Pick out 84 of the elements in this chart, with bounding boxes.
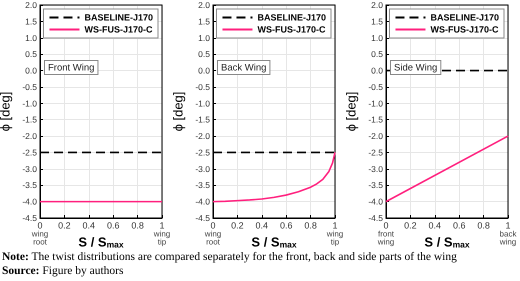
y-tick-label: -3.5: [22, 180, 38, 190]
y-axis-title: ϕ [deg]: [0, 92, 12, 132]
y-tick-label: -4.0: [368, 196, 384, 207]
y-tick-label: 2.0: [371, 0, 384, 10]
y-tick-label: -2.0: [22, 131, 38, 142]
y-tick-label: -4.0: [22, 196, 38, 207]
text: Side Wing: [394, 62, 438, 74]
x-tick-label: 0.6: [452, 220, 466, 230]
y-tick-label: -3.0: [368, 164, 384, 174]
y-tick-label: -1.0: [368, 98, 384, 108]
y-tick-label: 1.5: [371, 16, 384, 26]
y-tick-label: -4.5: [22, 213, 38, 223]
x-tick-label: 0: [210, 220, 216, 230]
y-tick-label: -2.5: [22, 147, 38, 158]
x-axis-title: S / Smax: [78, 234, 124, 250]
y-tick-label: 1.5: [198, 16, 210, 26]
legend-label: BASELINE-J170: [84, 12, 154, 22]
y-tick-label: -2.5: [195, 147, 210, 158]
y-tick-label: -2.0: [195, 131, 210, 142]
x-tick-label: 0: [383, 220, 389, 230]
source-note: Source: Figure by authors: [2, 264, 124, 278]
y-tick-label: -4.5: [195, 213, 210, 223]
y-tick-label: -1.5: [368, 114, 384, 125]
y-tick-label: -2.5: [368, 147, 384, 158]
y-tick-label: 2.0: [198, 0, 210, 10]
legend-label: WS-FUS-J170-C: [84, 24, 153, 34]
y-tick-label: -1.0: [195, 98, 210, 108]
text: wing root: [30, 230, 48, 246]
y-axis-title: ϕ [deg]: [343, 92, 358, 132]
x-tick-label: 0.6: [106, 220, 120, 230]
y-tick-label: -1.5: [195, 114, 210, 125]
y-axis-title: ϕ [deg]: [170, 92, 186, 132]
x-tick-label: 0.4: [256, 220, 268, 230]
y-tick-label: -2.0: [368, 131, 384, 142]
y-tick-label: 0.0: [198, 66, 210, 76]
y-tick-label: 0.5: [198, 49, 210, 60]
text: wing tip: [152, 230, 170, 246]
y-tick-label: -0.5: [368, 82, 384, 92]
y-tick-label: -1.5: [22, 114, 38, 125]
x-tick-label: 0.8: [304, 220, 317, 230]
x-tick-label: 1: [505, 220, 511, 230]
x-tick-label: 0: [37, 220, 43, 230]
legend-label: WS-FUS-J170-C: [430, 24, 499, 34]
text: Note: The twist distributions are compared separately for the front, back and side parts of the wing: [2, 250, 457, 264]
y-tick-label: 0.0: [371, 66, 384, 76]
y-tick-label: -3.0: [22, 164, 38, 174]
y-tick-label: -1.0: [22, 98, 38, 108]
x-tick-label: 0.8: [131, 220, 144, 230]
legend-label: WS-FUS-J170-C: [257, 24, 326, 34]
y-tick-label: -0.5: [22, 82, 38, 92]
x-tick-label: 0.4: [82, 220, 96, 230]
y-tick-label: 1.0: [198, 32, 210, 43]
text: front wing: [376, 230, 395, 246]
y-tick-label: -3.5: [368, 180, 384, 190]
y-tick-label: 1.5: [25, 16, 38, 26]
legend-label: BASELINE-J170: [257, 12, 326, 22]
y-tick-label: 2.0: [25, 0, 38, 10]
x-axis-title: S / Smax: [251, 234, 297, 250]
x-tick-label: 0.4: [428, 220, 442, 230]
x-tick-label: 0.2: [404, 220, 417, 230]
y-tick-label: 0.5: [25, 49, 38, 60]
x-tick-label: 0.2: [58, 220, 71, 230]
x-tick-label: 0.8: [477, 220, 490, 230]
x-axis-title: S / Smax: [424, 234, 470, 250]
x-tick-label: 1: [159, 220, 165, 230]
y-tick-label: -0.5: [195, 82, 210, 92]
text: Back Wing: [221, 62, 266, 74]
x-tick-label: 1: [332, 220, 338, 230]
y-tick-label: -4.0: [195, 196, 210, 207]
y-tick-label: 1.0: [25, 32, 38, 43]
x-tick-label: 0.6: [280, 220, 292, 230]
y-tick-label: 0.5: [371, 49, 384, 60]
legend-label: BASELINE-J170: [430, 12, 500, 22]
y-tick-label: -3.0: [195, 164, 210, 174]
line-series: [212, 152, 336, 202]
text: wing tip: [326, 230, 344, 246]
text: Front Wing: [48, 62, 94, 74]
x-tick-label: 0.2: [231, 220, 244, 230]
y-tick-label: -3.5: [195, 180, 210, 190]
y-tick-label: -4.5: [368, 213, 384, 223]
y-tick-label: 1.0: [371, 32, 384, 43]
y-tick-label: 0.0: [25, 66, 38, 76]
text: back wing: [498, 230, 518, 246]
text: wing root: [204, 230, 222, 246]
